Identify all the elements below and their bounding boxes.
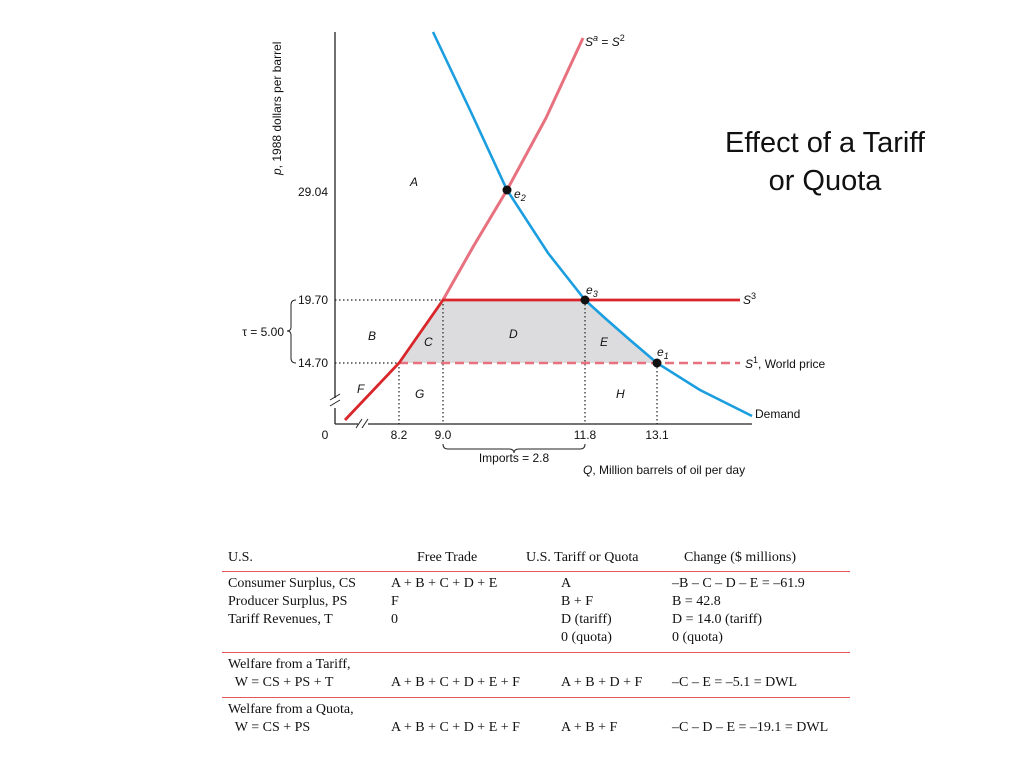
t-label: Tariff Revenues, T bbox=[228, 612, 333, 627]
header-us: U.S. bbox=[228, 550, 253, 565]
y-tick-29.04: 29.04 bbox=[298, 185, 328, 199]
ps-tariff: B + F bbox=[561, 594, 594, 609]
t-free-trade: 0 bbox=[391, 612, 398, 627]
supply-3-label: S3 bbox=[743, 291, 756, 307]
tau-brace bbox=[286, 299, 297, 364]
demand-curve bbox=[431, 31, 753, 418]
tariff-welfare-formula: W = CS + PS + T bbox=[228, 675, 334, 690]
supply-curve-s3 bbox=[343, 298, 740, 421]
t-change-tariff: D = 14.0 (tariff) bbox=[672, 612, 763, 627]
quota-welfare-formula: W = CS + PS bbox=[228, 720, 311, 735]
region-b-label: B bbox=[368, 329, 376, 343]
t-tariff: D (tariff) bbox=[561, 612, 612, 627]
point-e1 bbox=[652, 358, 662, 368]
slide-title: Effect of a Tariff or Quota bbox=[680, 124, 970, 200]
point-e2-label: e2 bbox=[514, 187, 526, 203]
region-e-label: E bbox=[600, 335, 609, 349]
x-tick-11.8: 11.8 bbox=[574, 428, 597, 442]
region-e-shade bbox=[585, 300, 657, 363]
supply-curve-sa bbox=[441, 37, 585, 301]
t-change-quota: 0 (quota) bbox=[672, 630, 723, 645]
quota-welfare-free-trade: A + B + C + D + E + F bbox=[391, 720, 520, 735]
table-row-tariff-welfare: Welfare from a Tariff, W = CS + PS + T A… bbox=[222, 653, 850, 698]
x-axis-break-1 bbox=[355, 418, 363, 429]
cs-change: –B – C – D – E = –61.9 bbox=[672, 576, 805, 591]
y-axis-break-2 bbox=[329, 399, 341, 407]
ps-label: Producer Surplus, PS bbox=[228, 594, 348, 609]
region-d-shade bbox=[443, 300, 585, 363]
imports-brace bbox=[442, 443, 586, 454]
x-axis-title: Q, Million barrels of oil per day bbox=[583, 463, 745, 477]
y-tick-19.70: 19.70 bbox=[298, 293, 328, 307]
ps-change: B = 42.8 bbox=[672, 594, 721, 609]
x-tick-9.0: 9.0 bbox=[435, 428, 452, 442]
tau-label: τ = 5.00 bbox=[242, 325, 284, 339]
title-line-1: Effect of a Tariff bbox=[725, 127, 925, 159]
cs-label: Consumer Surplus, CS bbox=[228, 576, 356, 591]
y-axis-title: p, 1988 dollars per barrel bbox=[270, 42, 284, 176]
y-tick-14.70: 14.70 bbox=[298, 356, 328, 370]
table-row-surplus: Consumer Surplus, CS Producer Surplus, P… bbox=[222, 572, 850, 653]
t-quota: 0 (quota) bbox=[561, 630, 612, 645]
x-tick-0: 0 bbox=[322, 428, 329, 442]
header-change: Change ($ millions) bbox=[684, 550, 796, 565]
y-axis-break-1 bbox=[329, 393, 341, 401]
demand-label: Demand bbox=[755, 407, 800, 421]
tariff-welfare-change: –C – E = –5.1 = DWL bbox=[672, 675, 798, 690]
header-free-trade: Free Trade bbox=[417, 550, 478, 565]
region-f-label: F bbox=[357, 382, 365, 396]
cs-free-trade: A + B + C + D + E bbox=[391, 576, 498, 591]
welfare-table: U.S. Free Trade U.S. Tariff or Quota Cha… bbox=[222, 545, 850, 742]
supply-a-label: Sa = S2 bbox=[585, 33, 625, 49]
tariff-welfare-label: Welfare from a Tariff, bbox=[228, 657, 351, 672]
table-header: U.S. Free Trade U.S. Tariff or Quota Cha… bbox=[222, 545, 850, 572]
tariff-welfare-tariff: A + B + D + F bbox=[561, 675, 643, 690]
quota-welfare-label: Welfare from a Quota, bbox=[228, 702, 354, 717]
title-line-2: or Quota bbox=[768, 165, 882, 197]
supply-1-label: S1, World price bbox=[745, 355, 825, 371]
x-axis-break-2 bbox=[361, 418, 369, 429]
region-h-label: H bbox=[616, 387, 625, 401]
ps-free-trade: F bbox=[391, 594, 399, 609]
header-tariff-quota: U.S. Tariff or Quota bbox=[526, 550, 639, 565]
table-row-quota-welfare: Welfare from a Quota, W = CS + PS A + B … bbox=[222, 698, 850, 742]
region-a-label: A bbox=[409, 175, 418, 189]
point-e3 bbox=[580, 295, 590, 305]
point-e2 bbox=[502, 185, 512, 195]
cs-tariff: A bbox=[561, 576, 572, 591]
region-g-label: G bbox=[415, 387, 424, 401]
point-e3-label: e3 bbox=[586, 283, 598, 299]
x-tick-13.1: 13.1 bbox=[645, 428, 669, 442]
imports-label: Imports = 2.8 bbox=[479, 451, 550, 465]
quota-welfare-quota: A + B + F bbox=[561, 720, 618, 735]
region-c-label: C bbox=[424, 335, 433, 349]
region-d-label: D bbox=[509, 327, 518, 341]
point-e1-label: e1 bbox=[657, 345, 669, 361]
quota-welfare-change: –C – D – E = –19.1 = DWL bbox=[672, 720, 829, 735]
tariff-welfare-free-trade: A + B + C + D + E + F bbox=[391, 675, 520, 690]
x-tick-8.2: 8.2 bbox=[391, 428, 408, 442]
